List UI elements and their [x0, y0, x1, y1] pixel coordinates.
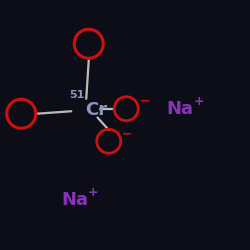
Text: Cr: Cr [85, 101, 107, 119]
Text: −: − [139, 95, 150, 108]
Text: Na: Na [62, 191, 88, 209]
Text: +: + [194, 95, 204, 108]
Text: +: + [88, 186, 99, 199]
Text: 51: 51 [69, 90, 84, 101]
Text: −: − [122, 128, 132, 141]
Text: Na: Na [166, 100, 194, 118]
